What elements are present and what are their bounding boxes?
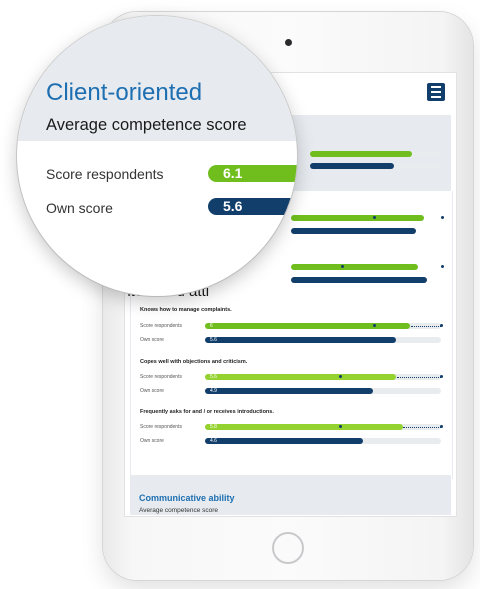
respondents-label: Score respondents xyxy=(46,166,164,182)
own-score-bar: 4.9 xyxy=(205,388,373,394)
summary-respondents-bar xyxy=(310,151,412,157)
question-title: Copes well with objections and criticism… xyxy=(140,359,248,365)
bar-value: 4.6 xyxy=(210,438,217,444)
row-label: Score respondents xyxy=(140,424,182,430)
bar-value: 6 xyxy=(210,323,213,329)
summary-own-bar xyxy=(310,163,394,169)
row-label: Own score xyxy=(140,388,164,394)
bar-value: 5.6 xyxy=(210,374,217,380)
partial-own-bar xyxy=(291,277,427,283)
question-title: Knows how to manage complaints. xyxy=(140,307,232,313)
magnifier-callout: Client-oriented Average competence score… xyxy=(17,16,297,296)
respondents-score-bar: 5.8 xyxy=(205,424,403,430)
respondents-score-bar: 6.1 xyxy=(208,165,297,182)
question-title: Frequently asks for and / or receives in… xyxy=(140,409,274,415)
bar-value: 5.8 xyxy=(210,424,217,430)
next-section-title[interactable]: Communicative ability xyxy=(139,493,235,503)
magnifier-subtitle: Average competence score xyxy=(46,116,247,134)
own-score-bar: 5.6 xyxy=(208,198,297,215)
next-section-subtitle: Average competence score xyxy=(139,507,219,514)
next-section-panel[interactable] xyxy=(130,475,451,515)
row-label: Score respondents xyxy=(140,323,182,329)
respondents-score-bar: 5.6 xyxy=(205,374,396,380)
bar-value: 4.9 xyxy=(210,388,217,394)
partial-respondents-bar xyxy=(291,264,418,270)
own-score-bar: 4.6 xyxy=(205,438,363,444)
bar-value: 5.6 xyxy=(210,337,217,343)
row-label: Own score xyxy=(140,337,164,343)
magnifier-title: Client-oriented xyxy=(46,79,203,106)
partial-respondents-bar xyxy=(291,215,424,221)
own-score-bar: 5.6 xyxy=(205,337,396,343)
magnifier-header xyxy=(17,16,297,141)
row-label: Score respondents xyxy=(140,374,182,380)
respondents-score-bar: 6 xyxy=(205,323,410,329)
row-label: Own score xyxy=(140,438,164,444)
own-score-label: Own score xyxy=(46,200,113,216)
partial-own-bar xyxy=(291,228,416,234)
hamburger-menu-icon[interactable] xyxy=(427,83,445,101)
home-button[interactable] xyxy=(272,532,304,564)
